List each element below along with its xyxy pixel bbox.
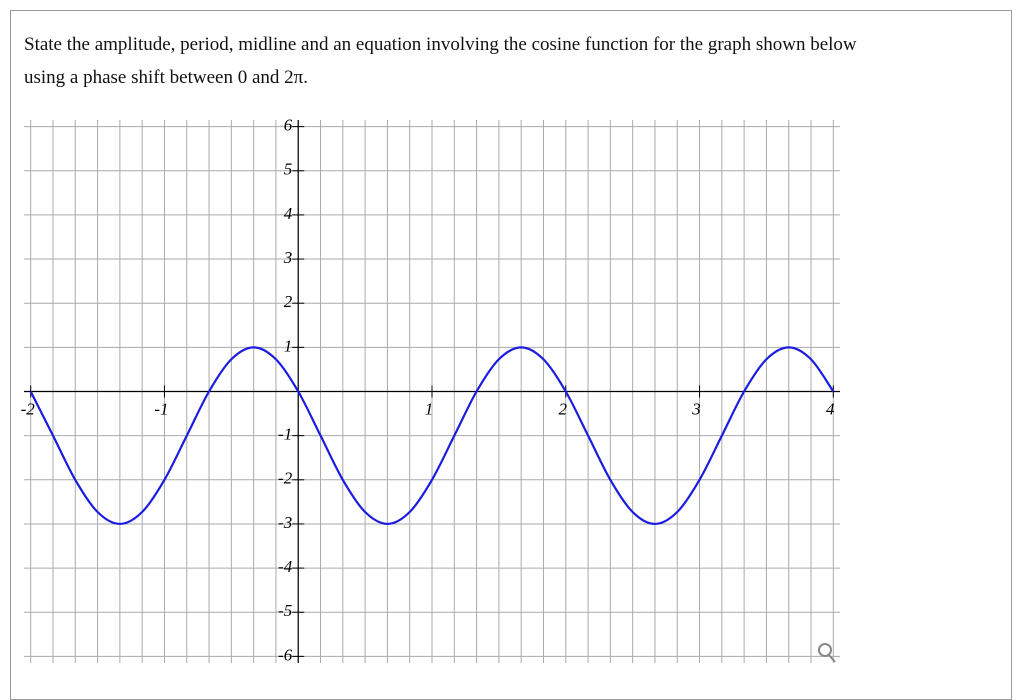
- question-line: State the amplitude, period, midline and…: [24, 34, 857, 55]
- y-tick-label: -4: [278, 557, 293, 576]
- y-tick-label: 4: [284, 204, 293, 223]
- y-tick-label: 3: [283, 248, 293, 267]
- zoom-icon[interactable]: [818, 643, 836, 663]
- question-line: using a phase shift between 0 and 2π.: [24, 67, 308, 88]
- y-tick-label: -2: [278, 469, 293, 488]
- y-tick-label: 6: [284, 116, 293, 135]
- y-tick-label: 5: [284, 160, 293, 179]
- x-tick-label: -2: [21, 399, 36, 418]
- x-tick-label: 4: [826, 399, 835, 418]
- curve: [29, 346, 835, 526]
- y-tick-label: -1: [278, 425, 292, 444]
- x-tick-label: 1: [425, 399, 434, 418]
- question-text: State the amplitude, period, midline and…: [24, 28, 857, 94]
- y-tick-label: 2: [284, 292, 293, 311]
- y-tick-label: -5: [278, 601, 292, 620]
- y-tick-label: -3: [278, 513, 292, 532]
- x-tick-label: 2: [559, 399, 568, 418]
- y-tick-label: -6: [278, 645, 293, 664]
- x-tick-label: 3: [691, 399, 701, 418]
- x-tick-label: -1: [154, 399, 168, 418]
- y-tick-label: 1: [284, 336, 293, 355]
